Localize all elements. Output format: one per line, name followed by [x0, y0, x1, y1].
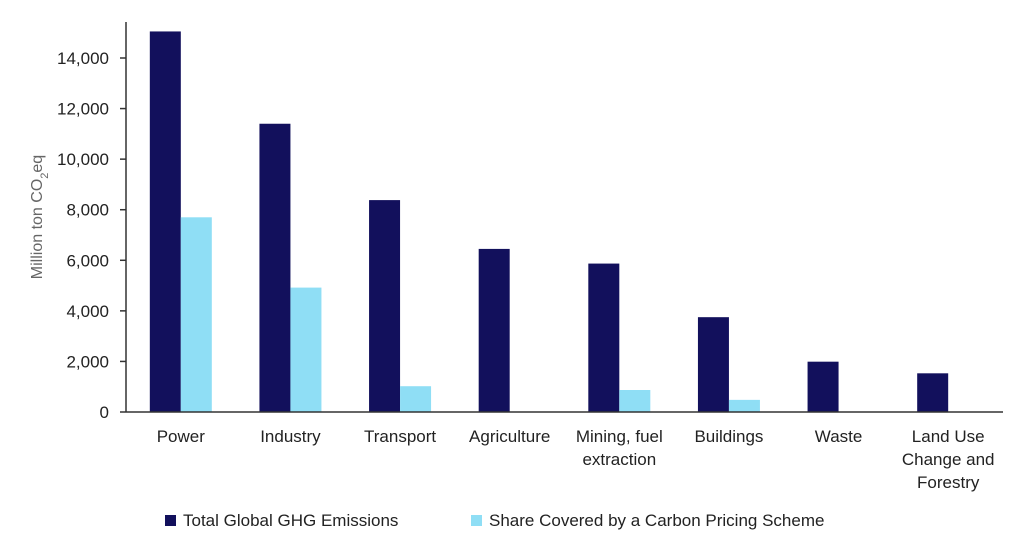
bar-total-emissions: [697, 317, 729, 412]
bar-carbon-pricing-share: [728, 399, 760, 412]
bar-total-emissions: [259, 123, 291, 412]
bar-carbon-pricing-share: [290, 287, 322, 412]
legend-swatch-carbon-pricing-share: [471, 515, 482, 526]
bar-total-emissions: [807, 361, 839, 412]
legend-swatch-total-emissions: [165, 515, 176, 526]
legend: Total Global GHG Emissions Share Covered…: [165, 511, 824, 530]
y-tick-label: 14,000: [57, 49, 109, 68]
bar-total-emissions: [369, 200, 401, 412]
x-category-label: Land Use Change and Forestry: [902, 427, 995, 492]
y-tick-label: 10,000: [57, 150, 109, 169]
chart-bars: [149, 31, 949, 412]
y-tick-label: 12,000: [57, 100, 109, 119]
bar-total-emissions: [917, 373, 949, 412]
x-category-label: Waste: [815, 427, 863, 446]
y-axis-label: Million ton CO2eq: [29, 155, 51, 279]
x-category-label: Mining, fuel extraction: [576, 427, 663, 469]
x-category-label: Transport: [364, 427, 436, 446]
x-axis-labels: Power Industry Transport Agriculture Mining,…: [157, 427, 995, 492]
bar-total-emissions: [588, 263, 620, 412]
x-category-label: Industry: [260, 427, 321, 446]
bar-carbon-pricing-share: [180, 217, 212, 412]
legend-label-carbon-pricing-share: Share Covered by a Carbon Pricing Scheme: [489, 511, 824, 530]
bar-total-emissions: [149, 31, 181, 412]
y-axis-ticks: 0 2,000 4,000 6,000 8,000 10,000 12,000 14,000: [57, 49, 126, 422]
y-tick-label: 4,000: [66, 302, 109, 321]
y-axis-label-main: Million ton CO: [29, 179, 46, 279]
y-axis-label-suffix: eq: [29, 155, 46, 173]
x-category-label: Power: [157, 427, 206, 446]
legend-label-total-emissions: Total Global GHG Emissions: [183, 511, 398, 530]
bar-total-emissions: [478, 248, 510, 412]
bar-carbon-pricing-share: [400, 386, 432, 412]
y-tick-label: 2,000: [66, 352, 109, 371]
y-tick-label: 0: [100, 403, 109, 422]
y-axis-label-subscript: 2: [39, 173, 51, 179]
x-category-label: Agriculture: [469, 427, 550, 446]
bar-carbon-pricing-share: [619, 390, 651, 412]
x-category-label: Buildings: [694, 427, 763, 446]
y-tick-label: 6,000: [66, 251, 109, 270]
y-tick-label: 8,000: [66, 201, 109, 220]
